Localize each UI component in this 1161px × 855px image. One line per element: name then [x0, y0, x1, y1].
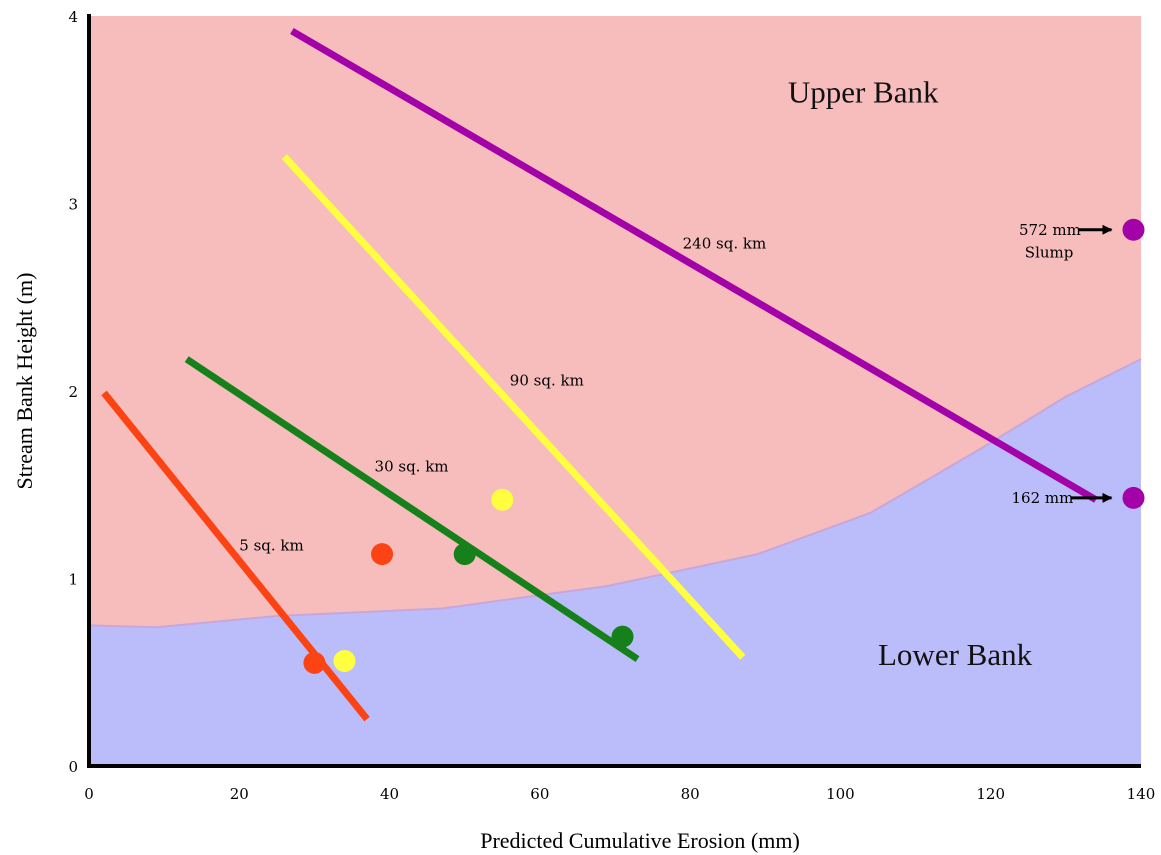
data-point-240-sq-km-2: [1122, 218, 1145, 241]
data-point-240-sq-km-1: [1122, 486, 1145, 509]
series-line-240-sq-km: [290, 27, 1098, 503]
x-tick-label-120: 120: [976, 785, 1005, 803]
lower-bank-label: Lower Bank: [878, 637, 1033, 672]
series-layer: 5 sq. km 30 sq. km 90 sq. km 240 sq. km: [101, 27, 1145, 722]
data-point-30-sq-km-1: [453, 543, 476, 566]
x-tick-label-100: 100: [826, 785, 855, 803]
y-tick-label-4: 4: [68, 8, 78, 26]
x-tick-label-40: 40: [380, 785, 399, 803]
axes: 0 20 40 60 80 100 120 140 0 1 2 3 4: [68, 8, 1155, 803]
x-tick-label-20: 20: [230, 785, 249, 803]
x-tick-label-140: 140: [1127, 785, 1156, 803]
series-label-90-sq-km: 90 sq. km: [510, 371, 584, 389]
x-tick-label-60: 60: [530, 785, 549, 803]
data-point-90-sq-km-2: [491, 488, 514, 511]
data-point-5-sq-km-2: [371, 543, 394, 566]
series-line-30-sq-km: [184, 356, 640, 663]
y-tick-label-1: 1: [68, 571, 78, 589]
annotation-572-mm: 572 mm: [1019, 221, 1081, 239]
x-tick-label-0: 0: [84, 785, 94, 803]
x-tick-label-80: 80: [681, 785, 700, 803]
data-point-30-sq-km-2: [611, 625, 634, 648]
series-label-240-sq-km: 240 sq. km: [683, 235, 767, 253]
annotation-layer: 572 mm Slump 162 mm: [1012, 221, 1113, 507]
series-line-90-sq-km: [281, 154, 746, 660]
data-point-5-sq-km-1: [303, 651, 326, 674]
y-tick-label-0: 0: [68, 758, 78, 776]
y-tick-label-3: 3: [68, 196, 78, 214]
series-label-30-sq-km: 30 sq. km: [375, 458, 449, 476]
x-axis-title: Predicted Cumulative Erosion (mm): [480, 828, 800, 853]
series-label-5-sq-km: 5 sq. km: [239, 536, 303, 554]
annotation-slump: Slump: [1025, 243, 1074, 261]
y-tick-label-2: 2: [68, 383, 78, 401]
data-point-90-sq-km-1: [333, 650, 356, 672]
y-axis-title: Stream Bank Height (m): [12, 273, 37, 490]
upper-bank-label: Upper Bank: [788, 74, 939, 109]
lower-bank-boundary: [88, 358, 1142, 629]
annotation-162-mm: 162 mm: [1012, 489, 1074, 507]
